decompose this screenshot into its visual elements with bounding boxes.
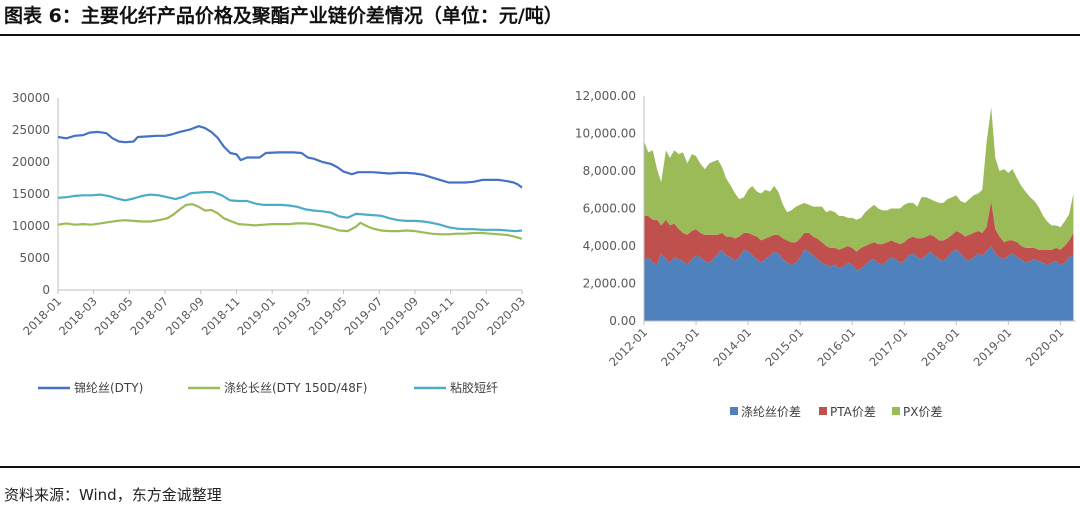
y-tick-label: 12,000.00 [575, 89, 636, 103]
x-tick-label: 2019-01 [971, 325, 1015, 369]
series-line-3 [57, 191, 523, 233]
x-tick-label: 2016-01 [814, 325, 858, 369]
y-tick-label: 2,000.00 [583, 277, 636, 291]
y-tick-label: 0 [42, 283, 50, 297]
legend-swatch-1 [730, 407, 738, 415]
legend-label-1: 锦纶丝(DTY) [74, 381, 143, 395]
y-tick-label: 0.00 [609, 314, 636, 328]
series-area-2 [644, 201, 1074, 271]
y-tick-label: 20000 [12, 155, 50, 169]
x-tick-label: 2018-09 [163, 294, 207, 338]
x-tick-label: 2020-03 [484, 294, 528, 338]
top-divider [0, 34, 1080, 36]
legend-swatch-3 [892, 407, 900, 415]
y-tick-label: 6,000.00 [583, 202, 636, 216]
y-tick-label: 10,000.00 [575, 127, 636, 141]
legend-label-2: PTA价差 [830, 405, 876, 419]
legend-swatch-2 [819, 407, 827, 415]
x-tick-label: 2017-01 [866, 325, 910, 369]
y-tick-label: 30000 [12, 91, 50, 105]
legend-label-3: 粘胶短纤 [450, 380, 498, 395]
x-tick-label: 2013-01 [658, 325, 702, 369]
bottom-divider [0, 466, 1080, 468]
x-tick-label: 2019-05 [306, 294, 350, 338]
x-tick-label: 2020-01 [449, 294, 493, 338]
x-tick-label: 2019-09 [377, 294, 421, 338]
line-chart-fiber-prices: 0500010000150002000025000300002018-01201… [12, 91, 528, 395]
x-tick-label: 2018-07 [127, 294, 171, 338]
x-tick-label: 2018-11 [199, 294, 243, 338]
series-area-3 [644, 107, 1074, 252]
series-area-1 [644, 246, 1074, 321]
x-tick-label: 2019-03 [270, 294, 314, 338]
y-tick-label: 4,000.00 [583, 239, 636, 253]
y-tick-label: 15000 [12, 187, 50, 201]
legend-label-1: 涤纶丝价差 [741, 405, 801, 419]
y-tick-label: 25000 [12, 123, 50, 137]
y-tick-label: 10000 [12, 219, 50, 233]
x-tick-label: 2015-01 [762, 325, 806, 369]
legend-label-3: PX价差 [903, 405, 942, 419]
x-tick-label: 2020-01 [1023, 325, 1067, 369]
series-line-2 [57, 203, 523, 240]
series-line-1 [57, 125, 523, 189]
x-tick-label: 2014-01 [710, 325, 754, 369]
x-tick-label: 2019-07 [341, 294, 385, 338]
x-tick-label: 2019-01 [234, 294, 278, 338]
x-tick-label: 2018-01 [919, 325, 963, 369]
stacked-area-chart-price-spreads: 0.00 2,000.00 4,000.00 6,000.00 8,000.00 10,0… [575, 89, 1076, 419]
y-tick-label: 8,000.00 [583, 164, 636, 178]
source-note: 资料来源：Wind，东方金诚整理 [4, 486, 222, 504]
x-tick-label: 2018-01 [20, 294, 64, 338]
x-tick-label: 2012-01 [606, 325, 650, 369]
x-tick-label: 2018-05 [92, 294, 136, 338]
x-tick-label: 2019-11 [413, 294, 457, 338]
legend-label-2: 涤纶长丝(DTY 150D/48F) [224, 381, 367, 395]
y-tick-label: 5000 [19, 251, 50, 265]
figure-title: 图表 6：主要化纤产品价格及聚酯产业链价差情况（单位：元/吨） [4, 5, 563, 27]
x-tick-label: 2018-03 [56, 294, 100, 338]
